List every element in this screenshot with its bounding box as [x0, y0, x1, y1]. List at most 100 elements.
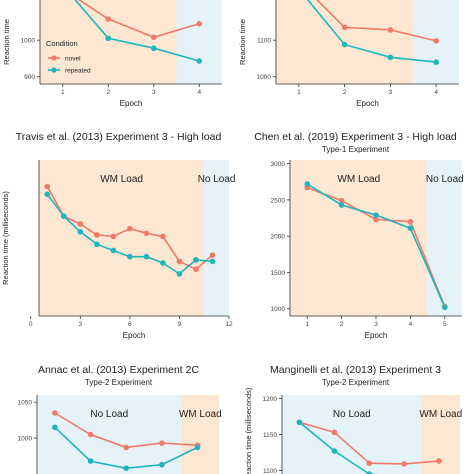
chart-panel-p2: WM Load No Load 0 3 6 9 12 Epoch Reaction time (… — [1, 160, 236, 340]
chart-title-travis: Travis et al. (2013) Experiment 3 - High… — [15, 131, 222, 143]
chart-panel-p5: No Load WM Load 1100 1150 1200 Reaction time … — [244, 387, 462, 474]
plot-area — [40, 0, 222, 84]
region-label: No Load — [90, 409, 128, 420]
y-axis-label: Reaction time (milliseconds) — [1, 191, 10, 285]
region-label: WM Load — [179, 409, 222, 420]
y-tick-label: 1000 — [21, 38, 36, 45]
data-point-novel — [123, 444, 130, 451]
data-point-novel — [143, 230, 150, 237]
data-point-novel — [110, 233, 117, 240]
region-label: WM Load — [100, 174, 143, 185]
x-tick-label: 2 — [340, 321, 344, 328]
plot-area — [276, 0, 459, 84]
x-axis-label: Epoch — [120, 99, 143, 108]
data-point-repeated — [196, 58, 203, 64]
series-line-repeated — [74, 0, 200, 62]
y-tick-label: 1100 — [263, 468, 277, 474]
y-tick-label: 1000 — [18, 436, 33, 443]
x-tick-label: 3 — [152, 89, 156, 96]
series-line-novel — [316, 0, 437, 42]
data-point-novel — [77, 221, 84, 227]
region-label: No Load — [426, 174, 464, 185]
y-tick-label: 2500 — [271, 197, 286, 204]
x-tick-label: 2 — [343, 89, 347, 96]
data-point-novel — [94, 232, 100, 238]
x-tick-label: 4 — [434, 89, 438, 96]
data-point-novel — [436, 458, 442, 464]
data-point-novel — [366, 460, 373, 467]
data-point-repeated — [127, 253, 133, 260]
y-axis-label: Reaction time — [238, 19, 247, 65]
y-tick-label: 1000 — [257, 74, 272, 81]
x-tick-label: 2 — [106, 89, 110, 96]
x-tick-label: 1 — [297, 89, 301, 96]
y-tick-label: 2000 — [271, 234, 286, 241]
legend-swatch-point — [51, 55, 57, 61]
region-band — [37, 395, 182, 474]
x-tick-label: 9 — [178, 321, 182, 328]
legend-swatch-point — [51, 67, 57, 73]
x-axis-label: Epoch — [365, 331, 388, 340]
data-point-repeated — [442, 304, 448, 311]
plot-area — [39, 160, 229, 316]
data-point-repeated — [387, 54, 394, 61]
data-point-repeated — [44, 191, 51, 198]
chart-panel-p1: 1000 1100 1 2 3 4 Epoch Reaction time — [238, 0, 459, 108]
data-point-novel — [176, 258, 183, 265]
chart-title-manginelli: Manginelli et al. (2013) Experiment 3 — [269, 364, 441, 376]
data-point-repeated — [341, 41, 348, 48]
data-point-novel — [52, 410, 58, 416]
x-tick-label: 3 — [389, 89, 393, 96]
data-point-repeated — [296, 419, 303, 426]
x-tick-label: 1 — [61, 89, 65, 96]
chart-subtitle-manginelli: Type-2 Experiment — [321, 378, 390, 387]
region-band — [290, 160, 428, 316]
chart-panel-p4: No Load WM Load 1000 1050 — [18, 395, 222, 474]
data-point-novel — [341, 24, 348, 31]
data-point-novel — [159, 440, 165, 446]
data-point-novel — [127, 225, 133, 232]
data-point-repeated — [209, 258, 216, 265]
x-tick-label: 1 — [305, 321, 309, 328]
y-tick-label: 1050 — [18, 400, 33, 407]
data-point-repeated — [176, 271, 183, 277]
data-point-repeated — [60, 213, 67, 219]
data-point-repeated — [193, 257, 199, 263]
data-point-repeated — [105, 35, 112, 42]
y-tick-label: 3000 — [271, 161, 286, 168]
plot-area — [282, 395, 460, 474]
data-point-repeated — [87, 458, 94, 464]
x-tick-label: 3 — [374, 321, 378, 328]
data-point-novel — [387, 27, 394, 33]
data-point-repeated — [94, 241, 100, 248]
legend-entry: novel — [65, 56, 81, 63]
chart-subtitle-annac: Type-2 Experiment — [84, 378, 153, 387]
data-point-repeated — [52, 424, 58, 431]
data-point-repeated — [366, 471, 373, 474]
data-point-novel — [44, 183, 51, 190]
region-label: WM Load — [419, 409, 462, 420]
plot-area — [290, 160, 462, 316]
x-tick-label: 6 — [128, 321, 132, 328]
data-point-novel — [193, 266, 199, 273]
series-line-novel — [78, 0, 200, 39]
data-point-repeated — [331, 448, 338, 454]
data-point-repeated — [143, 253, 150, 260]
chart-title-chen: Chen et al. (2019) Experiment 3 - High l… — [254, 131, 457, 143]
y-tick-label: 1500 — [271, 270, 286, 277]
legend-entry: repeated — [65, 68, 91, 75]
region-band — [181, 395, 219, 474]
data-point-repeated — [373, 212, 379, 218]
data-point-repeated — [433, 59, 439, 65]
y-tick-label: 1150 — [263, 432, 277, 439]
data-point-novel — [196, 20, 203, 27]
x-axis-label: Epoch — [123, 331, 146, 340]
data-point-repeated — [77, 228, 84, 235]
data-point-repeated — [123, 465, 130, 472]
y-tick-label: 900 — [24, 74, 35, 81]
data-point-repeated — [150, 45, 157, 52]
data-point-repeated — [110, 247, 117, 254]
legend-title: Condition — [46, 39, 78, 48]
x-tick-label: 4 — [409, 321, 413, 328]
chart-panel-p0: 900 1000 1 2 3 4 Epoch Reaction time Condition no… — [2, 0, 222, 108]
